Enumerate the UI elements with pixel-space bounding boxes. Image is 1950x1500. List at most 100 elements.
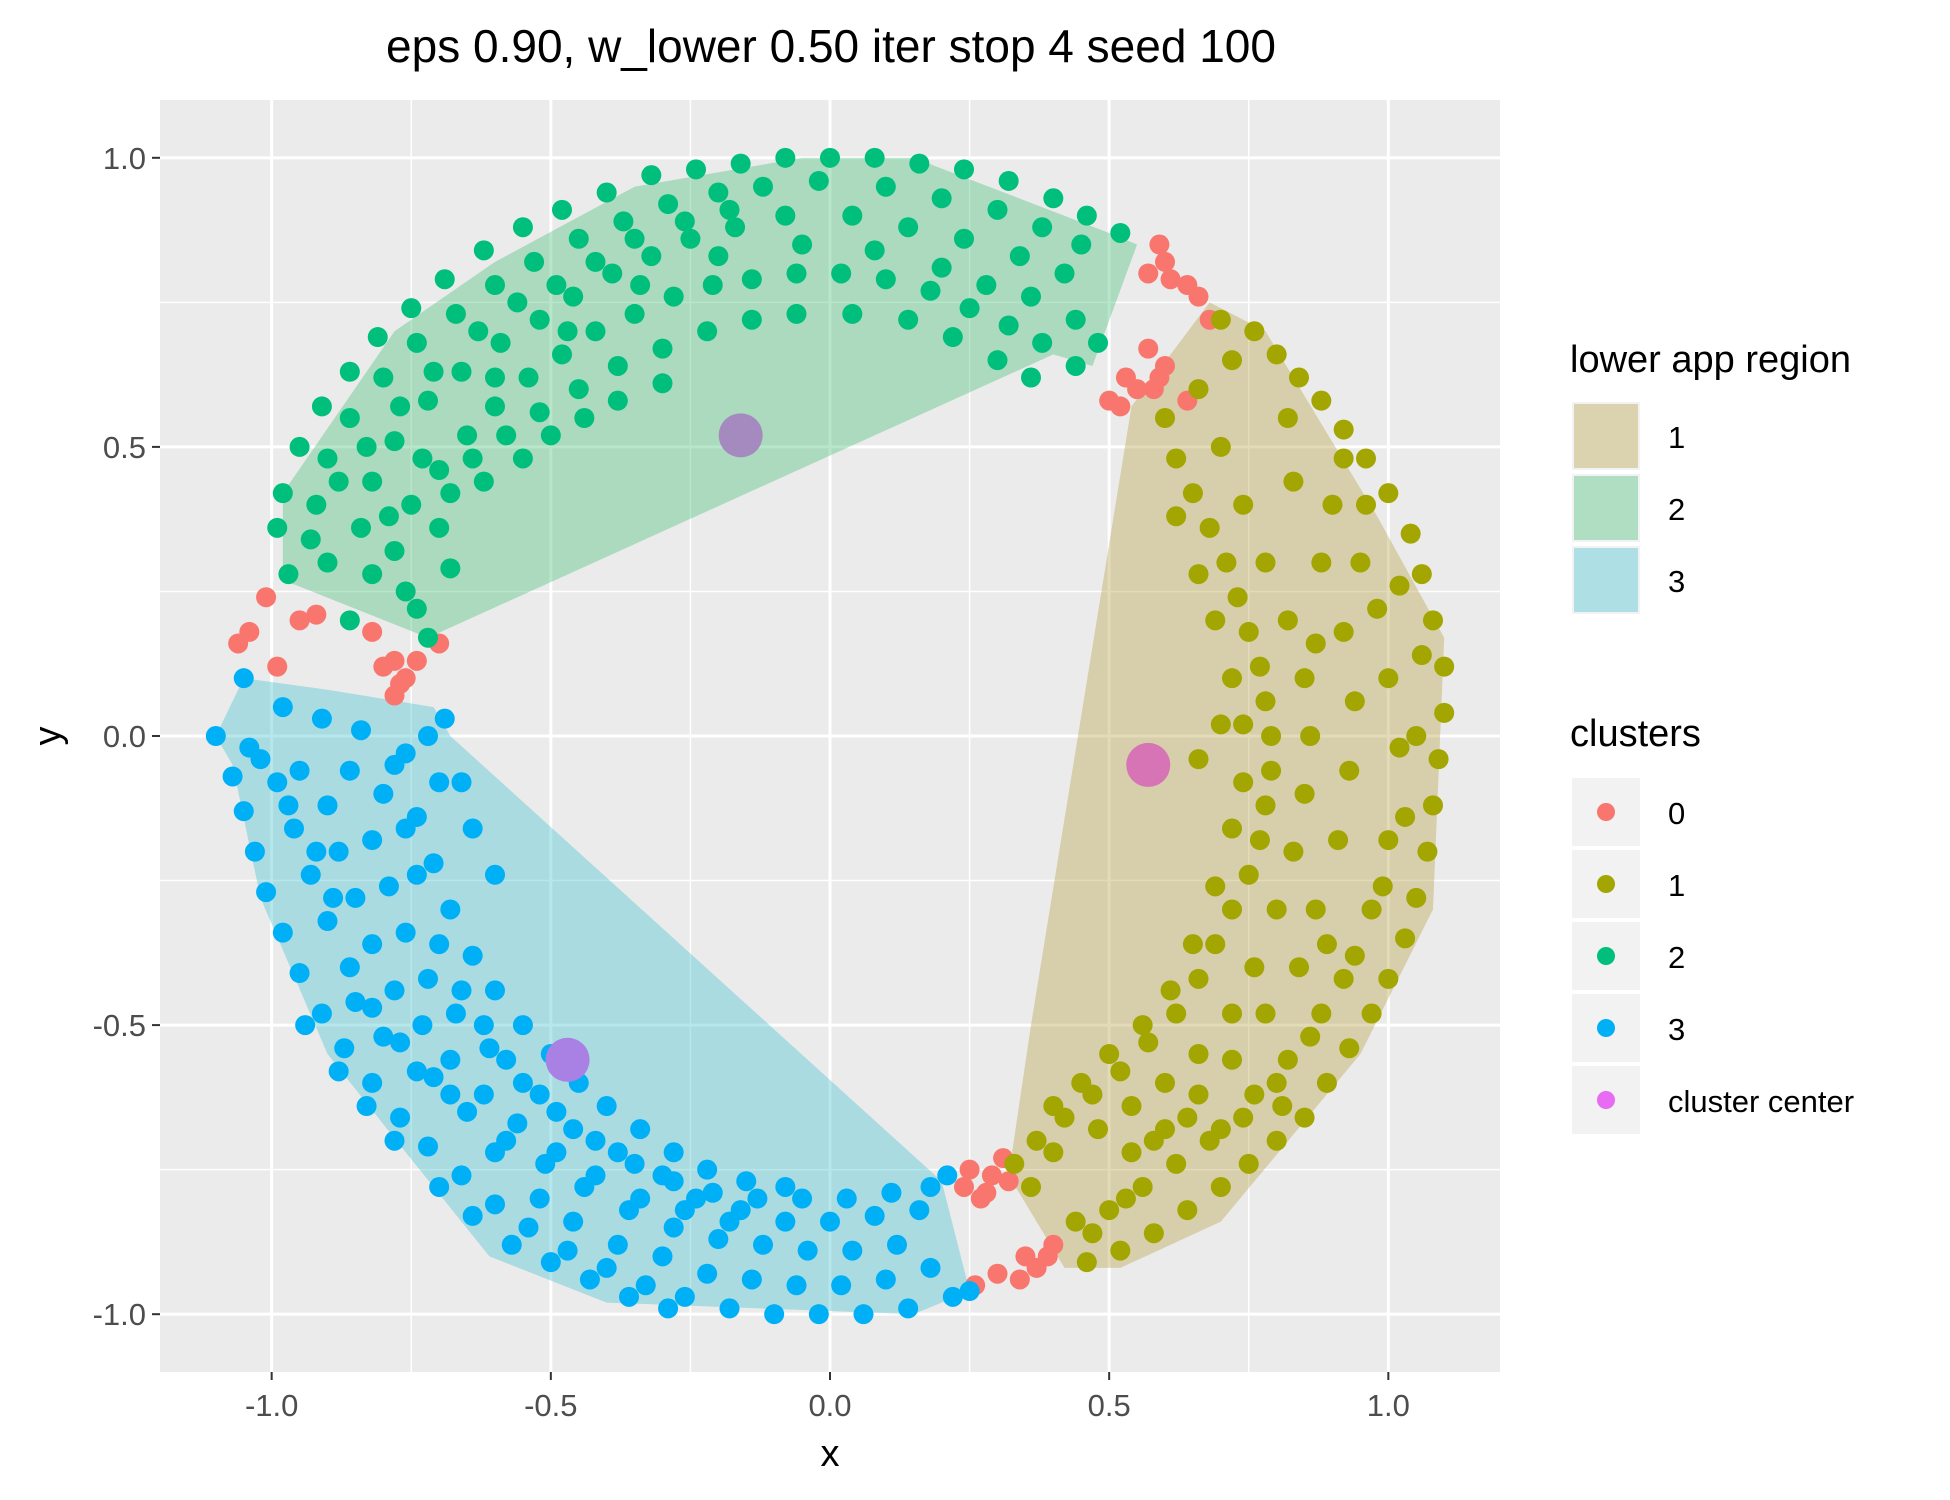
cluster-3-point (708, 1229, 729, 1250)
cluster-2-point (686, 159, 706, 180)
cluster-1-point (1311, 552, 1332, 573)
cluster-2-point (1032, 217, 1053, 238)
cluster-2-point (585, 251, 606, 272)
cluster-1-point (1395, 928, 1416, 949)
cluster-2-point (1043, 188, 1064, 209)
cluster-1-point (1210, 1119, 1231, 1140)
cluster-3-point (451, 1165, 472, 1186)
cluster-2-point (278, 564, 299, 585)
y-tick-label: -1.0 (93, 1297, 146, 1332)
cluster-3-point (339, 760, 360, 781)
cluster-3-point (351, 720, 371, 741)
cluster-2-point (954, 228, 974, 249)
cluster-3-point (674, 1286, 695, 1307)
x-axis-title: x (821, 1433, 840, 1475)
cluster-1-point (1121, 1142, 1142, 1163)
cluster-1-point (1283, 471, 1304, 492)
cluster-points (205, 147, 1455, 1325)
cluster-2-point (568, 379, 589, 400)
cluster-2-point (909, 153, 930, 174)
cluster-1-point (1088, 1119, 1108, 1140)
cluster-2-point (306, 494, 327, 515)
cluster-0-point (289, 610, 310, 631)
y-tick-label: -0.5 (93, 1008, 146, 1043)
cluster-1-point (1155, 408, 1175, 428)
cluster-2-point (328, 471, 349, 492)
legend-clusters-title: clusters (1570, 713, 1701, 755)
cluster-2-point (473, 240, 494, 261)
cluster-3-point (429, 772, 450, 793)
cluster-3-point (440, 899, 461, 920)
cluster-3-point (479, 1038, 500, 1059)
cluster-1-point (1344, 691, 1365, 712)
cluster-3-point (390, 1032, 411, 1053)
cluster-1-point (1188, 968, 1209, 989)
cluster-2-point (317, 448, 338, 469)
legend-region-swatch (1574, 548, 1638, 612)
cluster-2-point (613, 211, 634, 232)
legend-region-label: 2 (1668, 492, 1685, 527)
cluster-1-point (1266, 899, 1287, 920)
cluster-1-point (1233, 714, 1254, 735)
cluster-3-point (507, 1113, 528, 1134)
cluster-1-point (1205, 876, 1226, 897)
cluster-2-point (546, 275, 567, 296)
legend-clusters-keys: 0 1 2 3 cluster center (1572, 778, 1854, 1134)
cluster-3-point (563, 1119, 584, 1140)
cluster-0-point (981, 1165, 1002, 1186)
cluster-3-point (775, 1176, 796, 1197)
cluster-3-point (663, 1142, 684, 1163)
cluster-2-point (485, 396, 505, 417)
cluster-1-point (1266, 1130, 1287, 1151)
cluster-3-point (451, 772, 472, 793)
legend-region-label: 1 (1668, 420, 1685, 455)
cluster-1-point (1043, 1142, 1064, 1163)
cluster-3-point (596, 1096, 617, 1117)
cluster-1-point (1115, 1188, 1136, 1209)
cluster-2-point (708, 246, 729, 267)
cluster-center-point (718, 413, 763, 458)
cluster-3-point (462, 945, 483, 966)
cluster-2-point (1032, 332, 1053, 353)
cluster-2-point (429, 460, 450, 481)
cluster-1-point (1244, 1084, 1265, 1105)
cluster-2-point (378, 506, 399, 527)
cluster-2-point (775, 205, 796, 226)
cluster-1-point (1188, 1084, 1209, 1105)
cluster-3-point (406, 1061, 427, 1082)
cluster-1-point (1166, 448, 1187, 469)
cluster-1-point (1238, 864, 1259, 885)
cluster-1-point (1026, 1130, 1047, 1151)
cluster-1-point (1205, 934, 1226, 955)
cluster-0-point (256, 587, 277, 608)
cluster-2-point (1009, 246, 1030, 267)
cluster-3-point (345, 991, 366, 1012)
cluster-1-point (1316, 1072, 1337, 1093)
cluster-3-point (898, 1298, 919, 1319)
legend-clusters: clusters 0 1 2 3 cluster center (1570, 713, 1854, 1134)
cluster-2-point (607, 355, 628, 376)
cluster-1-point (1143, 1223, 1164, 1244)
cluster-2-point (485, 367, 505, 388)
cluster-3-point (205, 726, 226, 746)
cluster-2-point (1065, 355, 1086, 376)
cluster-2-point (730, 153, 751, 174)
cluster-0-point (395, 668, 416, 689)
cluster-1-point (1434, 656, 1455, 677)
cluster-2-point (418, 627, 438, 648)
cluster-1-point (1222, 1003, 1242, 1024)
cluster-2-point (457, 425, 478, 446)
cluster-2-point (412, 448, 433, 469)
cluster-2-point (311, 396, 332, 417)
cluster-3-point (792, 1188, 813, 1209)
cluster-1-point (1305, 899, 1326, 920)
cluster-1-point (1294, 783, 1315, 804)
cluster-1-point (1249, 830, 1270, 851)
cluster-3-point (730, 1200, 751, 1221)
cluster-1-point (1322, 494, 1343, 515)
cluster-1-point (1333, 419, 1354, 440)
cluster-3-point (686, 1188, 706, 1209)
cluster-3-point (356, 1096, 377, 1117)
cluster-3-point (753, 1234, 773, 1255)
x-tick-label: 1.0 (1367, 1388, 1410, 1423)
